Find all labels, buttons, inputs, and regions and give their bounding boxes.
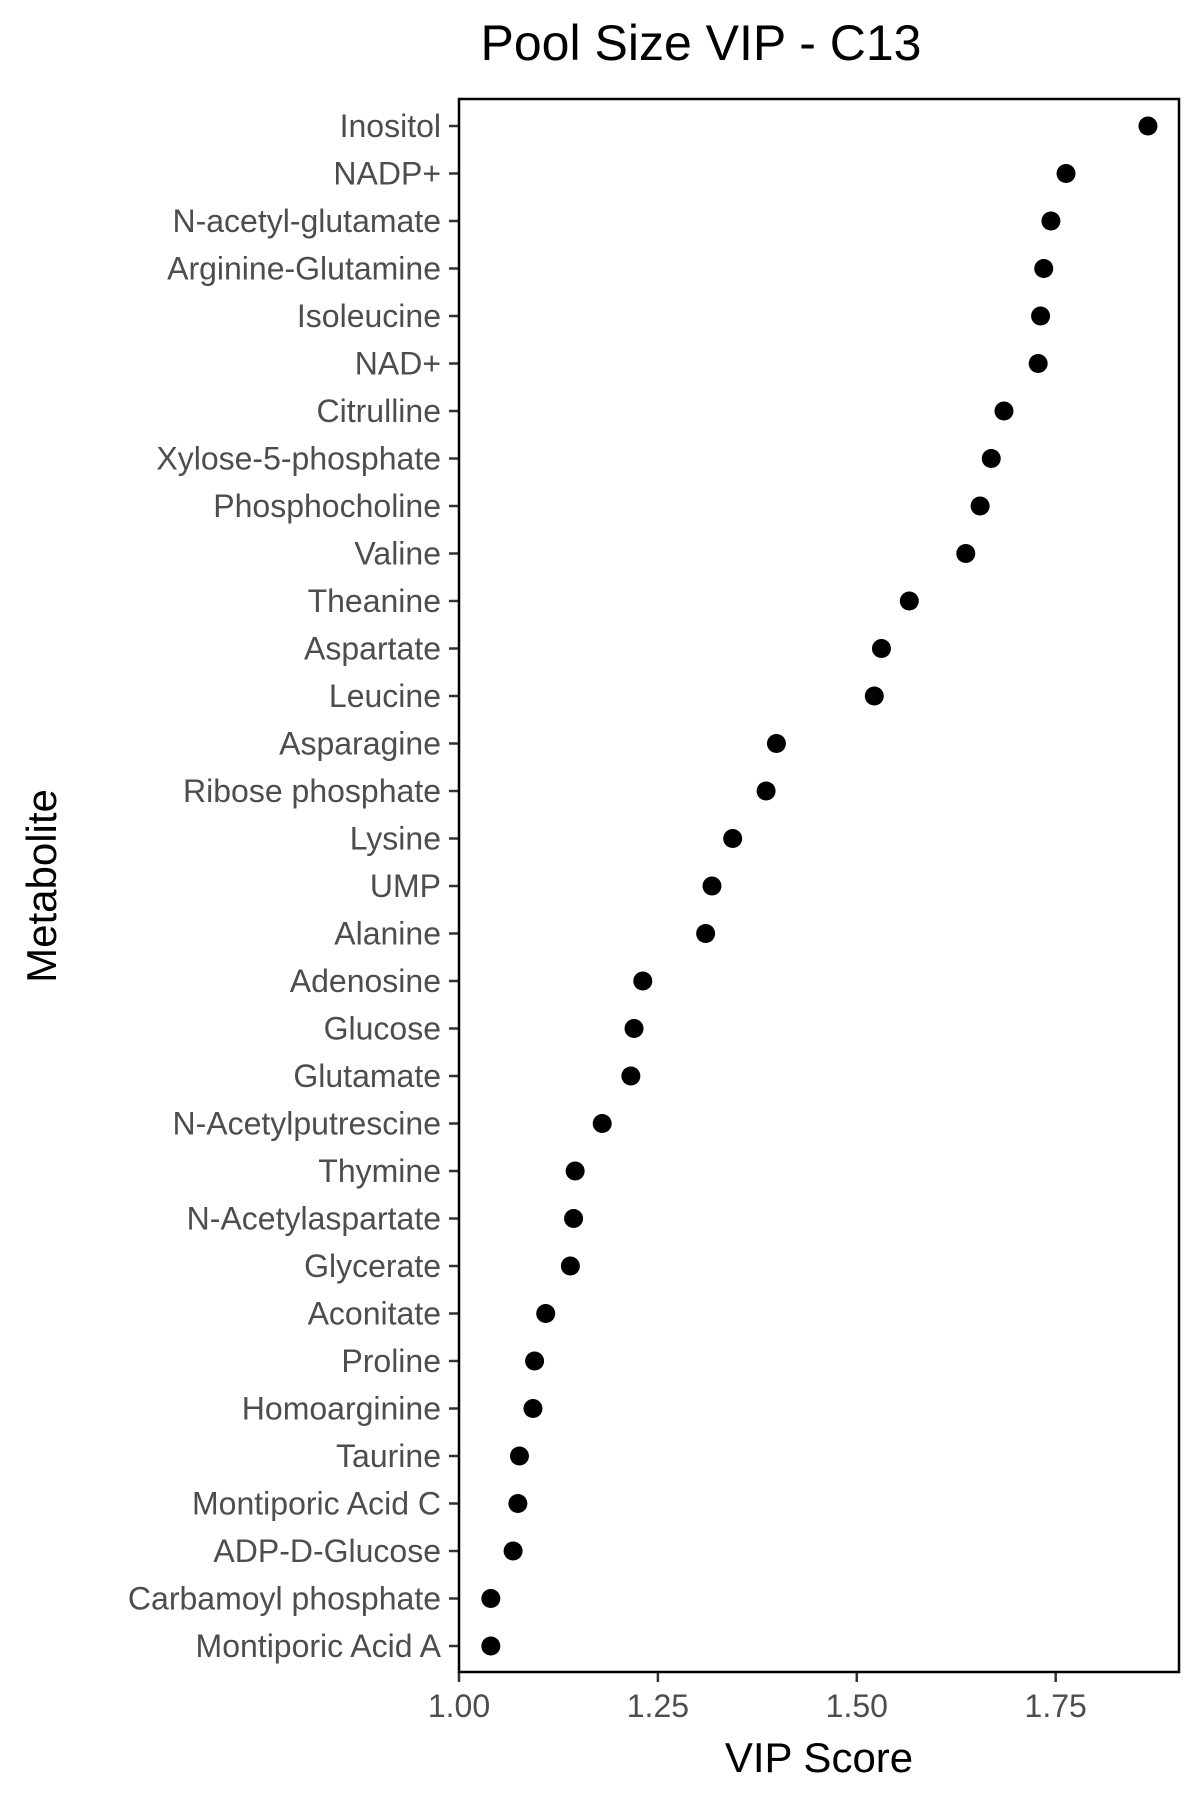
data-point: [592, 1114, 612, 1133]
x-tick-label: 1.00: [428, 1688, 490, 1724]
y-tick-label: Glycerate: [304, 1248, 441, 1284]
data-point: [564, 1209, 584, 1228]
y-tick-label: Citrulline: [317, 393, 441, 429]
y-tick-label: Thymine: [318, 1153, 441, 1189]
y-tick-label: Asparagine: [279, 726, 441, 762]
data-point: [503, 1541, 523, 1561]
data-point: [1034, 259, 1054, 278]
y-tick-label: Xylose-5-phosphate: [156, 441, 441, 477]
y-tick-label: Arginine-Glutamine: [167, 251, 441, 287]
y-tick-label: Valine: [354, 536, 441, 572]
data-point: [899, 591, 919, 611]
data-point: [560, 1256, 580, 1276]
data-point: [481, 1636, 501, 1656]
data-point: [525, 1351, 545, 1371]
y-tick-label: NADP+: [333, 156, 441, 192]
y-tick-label: Lysine: [350, 821, 441, 857]
y-axis-title: Metabolite: [18, 789, 65, 983]
y-tick-label: Homoarginine: [242, 1391, 441, 1427]
y-tick-label: N-Acetylputrescine: [172, 1106, 441, 1142]
y-tick-label: ADP-D-Glucose: [213, 1533, 441, 1569]
y-tick-label: Theanine: [308, 583, 441, 619]
data-point: [621, 1066, 641, 1086]
data-point: [1031, 306, 1051, 326]
y-tick-label: Isoleucine: [297, 298, 441, 334]
data-point: [633, 971, 653, 991]
y-tick-label: NAD+: [355, 346, 441, 382]
data-point: [1028, 354, 1048, 373]
data-point: [766, 734, 786, 753]
y-tick-label: Montiporic Acid A: [196, 1628, 442, 1664]
data-point: [536, 1304, 556, 1323]
data-point: [702, 876, 722, 896]
x-tick-label: 1.50: [826, 1688, 888, 1724]
data-point: [981, 449, 1001, 468]
y-tick-label: Glutamate: [293, 1058, 441, 1094]
data-point: [864, 686, 884, 706]
data-point: [509, 1446, 529, 1466]
data-point: [624, 1019, 644, 1038]
y-tick-label: Aspartate: [304, 631, 441, 667]
chart-title: Pool Size VIP - C13: [481, 15, 922, 71]
y-tick-label: Leucine: [329, 678, 441, 714]
y-tick-label: UMP: [370, 868, 441, 904]
data-point: [956, 544, 976, 563]
y-tick-label: Aconitate: [308, 1296, 441, 1332]
data-point: [508, 1494, 528, 1513]
plot-layer: Inositol NADP+ N-acetyl-glutamate Arginine-…: [128, 108, 1158, 1724]
y-tick-label: Ribose phosphate: [183, 773, 441, 809]
data-point: [871, 639, 891, 658]
y-tick-label: Taurine: [336, 1438, 441, 1474]
data-point: [481, 1589, 501, 1608]
plot-panel-border: [457, 97, 1181, 1674]
y-tick-label: Proline: [341, 1343, 441, 1379]
data-point: [523, 1399, 543, 1418]
data-point: [723, 829, 743, 848]
data-point: [994, 401, 1014, 421]
data-point: [565, 1161, 585, 1181]
x-tick-label: 1.25: [627, 1688, 689, 1724]
y-tick-label: Adenosine: [290, 963, 441, 999]
data-point: [696, 924, 716, 943]
data-point: [756, 781, 776, 801]
y-tick-label: Montiporic Acid C: [192, 1486, 441, 1522]
y-tick-label: Inositol: [340, 108, 441, 144]
x-axis-title: VIP Score: [725, 1734, 913, 1781]
y-tick-label: N-Acetylaspartate: [187, 1201, 441, 1237]
y-tick-label: N-acetyl-glutamate: [172, 203, 441, 239]
y-tick-label: Glucose: [324, 1011, 441, 1047]
data-point: [970, 496, 990, 516]
y-tick-label: Phosphocholine: [213, 488, 441, 524]
data-point: [1056, 164, 1076, 183]
data-point: [1138, 116, 1158, 136]
data-point: [1041, 211, 1061, 231]
y-tick-label: Alanine: [334, 916, 441, 952]
y-tick-label: Carbamoyl phosphate: [128, 1581, 441, 1617]
x-tick-label: 1.75: [1025, 1688, 1087, 1724]
